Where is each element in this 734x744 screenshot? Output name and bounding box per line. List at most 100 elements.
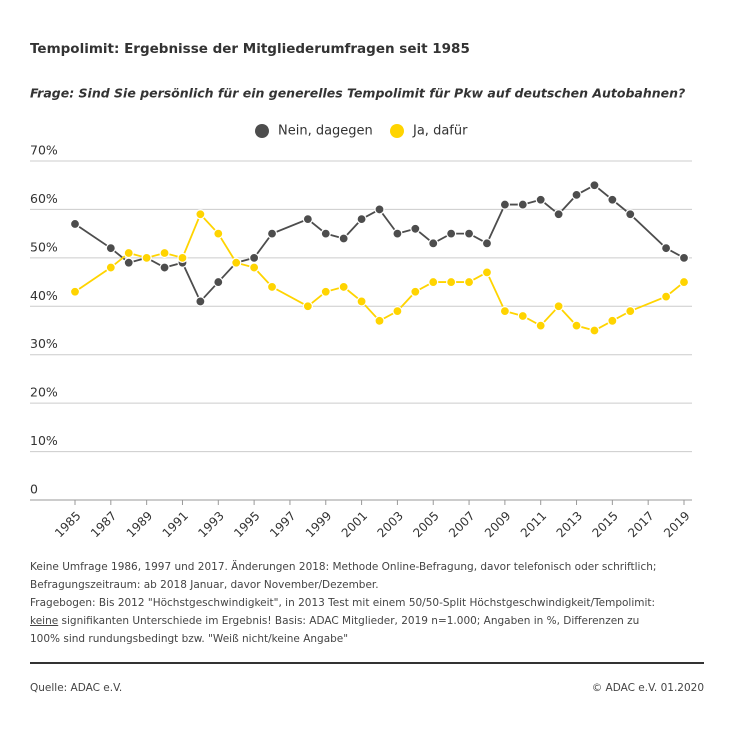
point <box>678 252 690 263</box>
source: Quelle: ADAC e.V. <box>30 682 123 694</box>
y-tick-label: 0 <box>30 482 38 497</box>
legend-item: Ja, dafür <box>390 124 468 139</box>
separator <box>30 662 704 664</box>
y-tick-label: 60% <box>30 191 58 206</box>
y-tick-label: 40% <box>30 288 58 303</box>
x-tick-label: 2015 <box>589 509 620 540</box>
x-tick-label: 1989 <box>124 509 155 540</box>
point <box>392 228 403 239</box>
point <box>481 238 493 249</box>
point <box>159 247 170 259</box>
point <box>446 276 457 288</box>
x-tick-label: 1991 <box>160 509 191 540</box>
point <box>356 296 367 307</box>
point <box>589 180 600 191</box>
point <box>446 228 457 239</box>
point <box>213 228 224 239</box>
y-tick-label: 50% <box>30 239 58 254</box>
point <box>463 276 475 288</box>
point <box>499 306 510 317</box>
copyright: © ADAC e.V. 01.2020 <box>591 682 704 694</box>
legend-label: Nein, dagegen <box>278 124 373 139</box>
point <box>571 320 582 331</box>
point <box>625 306 636 317</box>
point <box>428 238 439 249</box>
point <box>320 286 331 297</box>
note: Fragebogen: Bis 2012 "Höchstgeschwindigk… <box>30 594 670 648</box>
point <box>571 189 582 200</box>
legend-marker <box>390 124 404 138</box>
point <box>499 199 510 210</box>
y-tick-label: 20% <box>30 385 58 400</box>
x-tick-label: 1997 <box>267 509 298 540</box>
x-tick-label: 1985 <box>52 509 83 540</box>
point <box>660 291 672 302</box>
x-tick-label: 2003 <box>375 509 406 540</box>
legend-item: Nein, dagegen <box>255 124 373 139</box>
x-tick-label: 2007 <box>446 509 477 540</box>
legend: Nein, dagegen Ja, dafür <box>255 124 468 139</box>
x-tick-label: 2017 <box>625 509 656 540</box>
legend-label: Ja, dafür <box>412 124 468 139</box>
x-tick-label: 1999 <box>303 509 334 540</box>
point <box>589 325 600 336</box>
point <box>141 252 152 263</box>
point <box>159 262 170 273</box>
chart: Tempolimit: Ergebnisse der Mitgliederumf… <box>30 41 693 540</box>
point <box>517 199 528 210</box>
x-tick-label: 1987 <box>88 509 119 540</box>
point <box>302 214 313 225</box>
point <box>302 301 313 312</box>
point <box>338 281 349 293</box>
point <box>607 315 618 326</box>
point <box>266 228 278 239</box>
point <box>356 214 367 225</box>
point <box>535 320 546 331</box>
x-tick-label: 2009 <box>482 509 513 540</box>
point <box>69 218 81 230</box>
x-tick-label: 2019 <box>661 509 692 540</box>
point <box>374 204 385 215</box>
x-tick-label: 1993 <box>195 509 226 540</box>
point <box>660 243 672 254</box>
point <box>607 194 618 205</box>
note-text: Fragebogen: Bis 2012 "Höchstgeschwindigk… <box>30 597 656 609</box>
point <box>195 209 206 220</box>
point <box>678 276 690 288</box>
point <box>535 194 546 205</box>
chart-subtitle: Frage: Sind Sie persönlich für ein gener… <box>30 86 685 101</box>
point <box>320 228 331 239</box>
note-text: keine <box>30 615 59 627</box>
point <box>553 301 564 312</box>
point <box>105 243 116 254</box>
point <box>266 281 278 293</box>
point <box>123 257 134 268</box>
point <box>410 286 421 297</box>
point <box>249 252 260 263</box>
point <box>517 310 528 322</box>
series-line <box>74 184 685 304</box>
x-tick-label: 2011 <box>518 509 549 540</box>
point <box>625 209 636 220</box>
point <box>249 262 260 273</box>
x-tick-label: 1995 <box>231 509 262 540</box>
point <box>428 276 439 288</box>
series-line <box>74 212 685 332</box>
legend-marker <box>255 124 269 138</box>
point <box>231 257 242 268</box>
y-tick-label: 10% <box>30 433 58 448</box>
point <box>481 267 493 278</box>
point <box>410 223 421 234</box>
note: Keine Umfrage 1986, 1997 und 2017. Änder… <box>30 561 657 591</box>
x-tick-label: 2013 <box>554 509 585 540</box>
point <box>213 276 224 288</box>
point <box>177 252 188 263</box>
point <box>374 315 385 326</box>
point <box>195 296 206 307</box>
point <box>69 286 81 297</box>
point <box>392 306 403 317</box>
point <box>463 228 475 239</box>
notes: Keine Umfrage 1986, 1997 und 2017. Änder… <box>30 558 670 648</box>
chart-title: Tempolimit: Ergebnisse der Mitgliederumf… <box>30 41 470 57</box>
